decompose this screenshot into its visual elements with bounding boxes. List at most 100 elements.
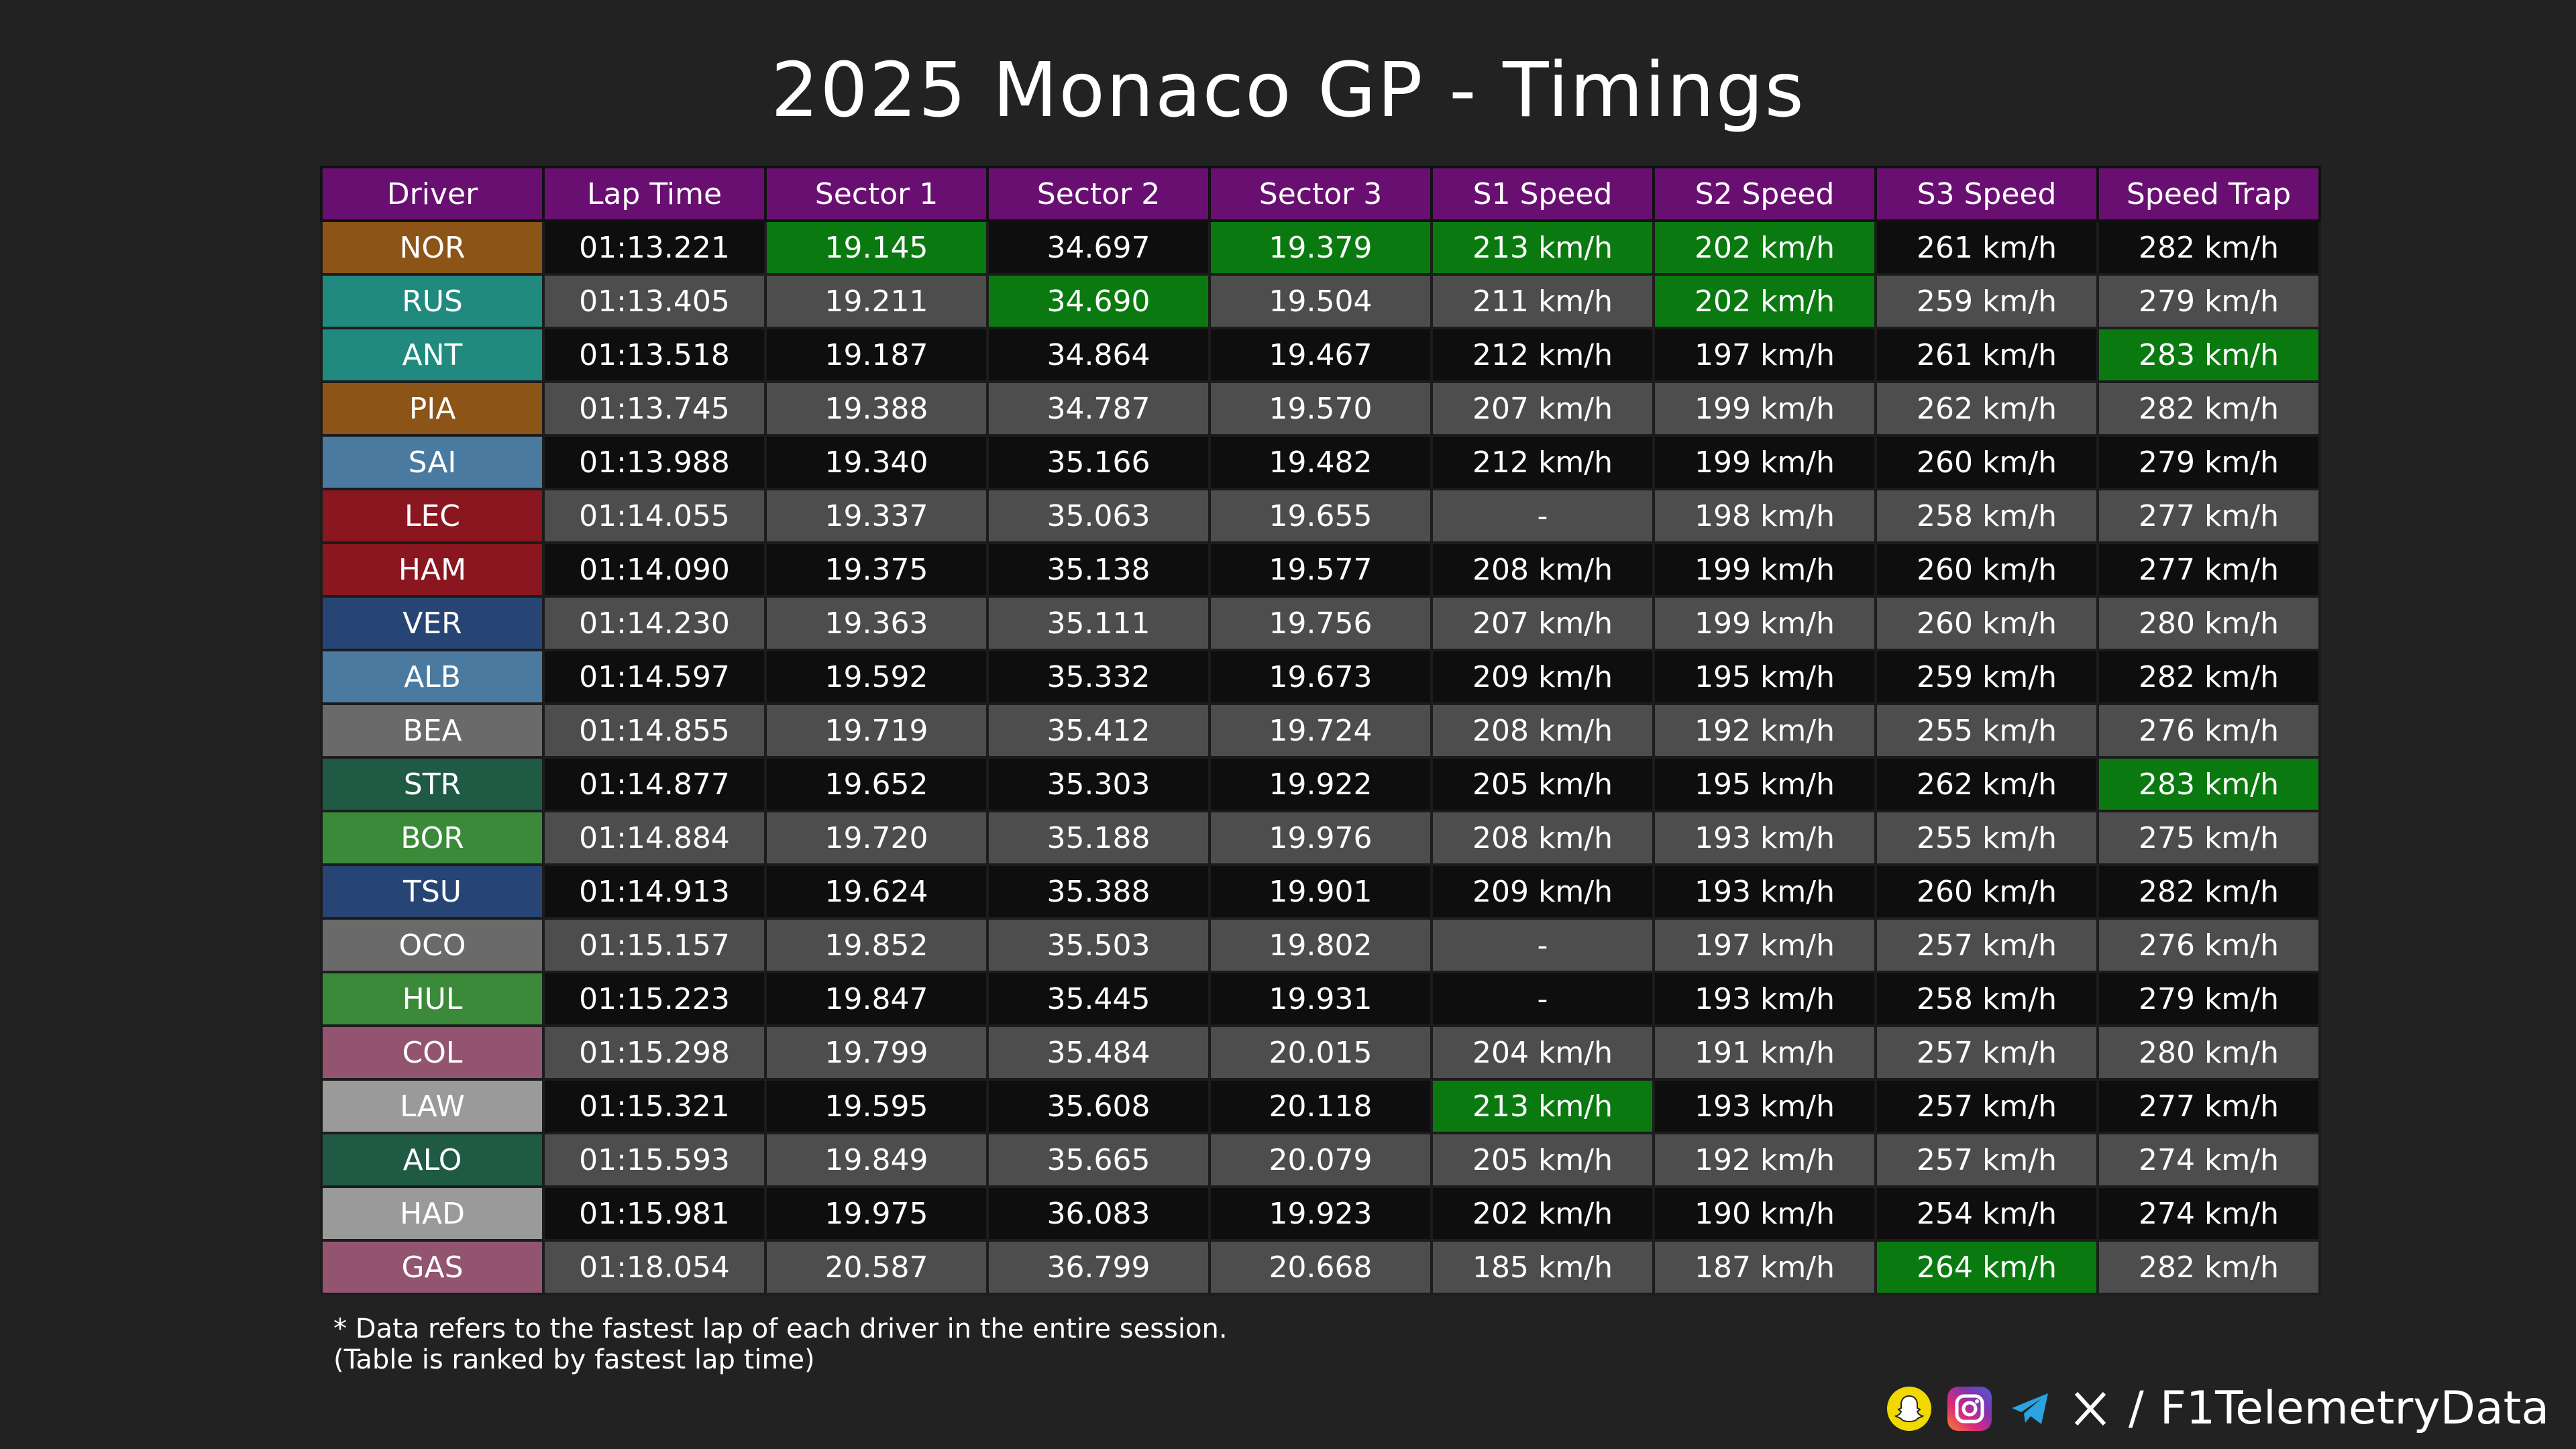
column-header-s1-speed: S1 Speed (1430, 166, 1655, 222)
s3-speed-cell: 257 km/h (1874, 1078, 2099, 1134)
table-row: GAS 01:18.054 20.587 36.799 20.668 185 km/h 18… (320, 1239, 2321, 1295)
sector-1-cell: 19.852 (764, 917, 989, 973)
sector-2-cell: 35.332 (986, 649, 1211, 705)
sector-3-cell: 20.118 (1208, 1078, 1433, 1134)
lap-time-cell: 01:13.221 (542, 219, 767, 276)
table-row: HAD 01:15.981 19.975 36.083 19.923 202 km/h 19… (320, 1185, 2321, 1242)
s1-speed-cell: 208 km/h (1430, 702, 1655, 759)
driver-cell: BEA (320, 702, 545, 759)
s2-speed-cell: 202 km/h (1652, 219, 1877, 276)
sector-2-cell: 35.138 (986, 541, 1211, 598)
sector-3-cell: 19.655 (1208, 488, 1433, 544)
sector-1-cell: 19.799 (764, 1024, 989, 1081)
sector-3-cell: 19.922 (1208, 756, 1433, 812)
s2-speed-cell: 193 km/h (1652, 863, 1877, 920)
driver-cell: NOR (320, 219, 545, 276)
lap-time-cell: 01:13.988 (542, 434, 767, 490)
s1-speed-cell: 209 km/h (1430, 863, 1655, 920)
lap-time-cell: 01:15.981 (542, 1185, 767, 1242)
s2-speed-cell: 192 km/h (1652, 1132, 1877, 1188)
driver-cell: HAD (320, 1185, 545, 1242)
table-row: ALO 01:15.593 19.849 35.665 20.079 205 km/h 19… (320, 1132, 2321, 1188)
table-row: SAI 01:13.988 19.340 35.166 19.482 212 km/h 19… (320, 434, 2321, 490)
speed-trap-cell: 283 km/h (2096, 327, 2321, 383)
footnote-line-2: (Table is ranked by fastest lap time) (333, 1344, 815, 1375)
s2-speed-cell: 199 km/h (1652, 434, 1877, 490)
snapchat-icon[interactable] (1886, 1386, 1931, 1431)
footnote-line-1: * Data refers to the fastest lap of each… (333, 1313, 1228, 1344)
table-row: ANT 01:13.518 19.187 34.864 19.467 212 km/h 19… (320, 327, 2321, 383)
sector-1-cell: 19.340 (764, 434, 989, 490)
s1-speed-cell: - (1430, 488, 1655, 544)
speed-trap-cell: 282 km/h (2096, 219, 2321, 276)
table-row: OCO 01:15.157 19.852 35.503 19.802-197 km/h 2… (320, 917, 2321, 973)
s3-speed-cell: 257 km/h (1874, 1024, 2099, 1081)
table-row: LAW 01:15.321 19.595 35.608 20.118 213 km/h 19… (320, 1078, 2321, 1134)
sector-1-cell: 19.187 (764, 327, 989, 383)
s3-speed-cell: 255 km/h (1874, 810, 2099, 866)
driver-cell: BOR (320, 810, 545, 866)
sector-3-cell: 19.577 (1208, 541, 1433, 598)
page-title: 2025 Monaco GP - Timings (771, 47, 1805, 134)
s1-speed-cell: 212 km/h (1430, 434, 1655, 490)
s3-speed-cell: 258 km/h (1874, 971, 2099, 1027)
driver-cell: TSU (320, 863, 545, 920)
driver-cell: HAM (320, 541, 545, 598)
s3-speed-cell: 257 km/h (1874, 917, 2099, 973)
telegram-icon[interactable] (2008, 1387, 2052, 1431)
column-header-driver: Driver (320, 166, 545, 222)
driver-cell: ANT (320, 327, 545, 383)
lap-time-cell: 01:15.298 (542, 1024, 767, 1081)
s2-speed-cell: 190 km/h (1652, 1185, 1877, 1242)
lap-time-cell: 01:14.877 (542, 756, 767, 812)
s1-speed-cell: 208 km/h (1430, 810, 1655, 866)
table-row: TSU 01:14.913 19.624 35.388 19.901 209 km/h 19… (320, 863, 2321, 920)
social-footer: / F1TelemetryData (1886, 1382, 2549, 1435)
instagram-icon[interactable] (1947, 1386, 1992, 1431)
footer-handle[interactable]: F1TelemetryData (2159, 1382, 2549, 1435)
sector-3-cell: 20.668 (1208, 1239, 1433, 1295)
s2-speed-cell: 193 km/h (1652, 1078, 1877, 1134)
sector-3-cell: 19.482 (1208, 434, 1433, 490)
sector-2-cell: 35.445 (986, 971, 1211, 1027)
column-header-sector-1: Sector 1 (764, 166, 989, 222)
driver-cell: VER (320, 595, 545, 651)
sector-3-cell: 19.570 (1208, 380, 1433, 437)
lap-time-cell: 01:15.593 (542, 1132, 767, 1188)
sector-1-cell: 19.719 (764, 702, 989, 759)
sector-3-cell: 19.901 (1208, 863, 1433, 920)
sector-2-cell: 35.665 (986, 1132, 1211, 1188)
s3-speed-cell: 257 km/h (1874, 1132, 2099, 1188)
sector-1-cell: 19.847 (764, 971, 989, 1027)
table-row: VER 01:14.230 19.363 35.111 19.756 207 km/h 19… (320, 595, 2321, 651)
sector-2-cell: 35.063 (986, 488, 1211, 544)
driver-cell: HUL (320, 971, 545, 1027)
speed-trap-cell: 279 km/h (2096, 273, 2321, 329)
s2-speed-cell: 192 km/h (1652, 702, 1877, 759)
sector-1-cell: 19.375 (764, 541, 989, 598)
sector-2-cell: 36.083 (986, 1185, 1211, 1242)
s1-speed-cell: 185 km/h (1430, 1239, 1655, 1295)
speed-trap-cell: 274 km/h (2096, 1132, 2321, 1188)
speed-trap-cell: 277 km/h (2096, 488, 2321, 544)
column-header-s3-speed: S3 Speed (1874, 166, 2099, 222)
sector-1-cell: 19.595 (764, 1078, 989, 1134)
driver-cell: GAS (320, 1239, 545, 1295)
table-row: RUS 01:13.405 19.211 34.690 19.504 211 km/h 20… (320, 273, 2321, 329)
x-icon[interactable] (2068, 1387, 2112, 1431)
s3-speed-cell: 260 km/h (1874, 434, 2099, 490)
s2-speed-cell: 199 km/h (1652, 595, 1877, 651)
sector-1-cell: 19.388 (764, 380, 989, 437)
sector-3-cell: 19.802 (1208, 917, 1433, 973)
driver-cell: ALB (320, 649, 545, 705)
table-header-row: Driver Lap Time Sector 1 Sector 2 Sector… (320, 166, 2321, 222)
speed-trap-cell: 277 km/h (2096, 541, 2321, 598)
sector-3-cell: 19.976 (1208, 810, 1433, 866)
table-row: BEA 01:14.855 19.719 35.412 19.724 208 km/h 19… (320, 702, 2321, 759)
s3-speed-cell: 258 km/h (1874, 488, 2099, 544)
sector-1-cell: 19.720 (764, 810, 989, 866)
sector-1-cell: 20.587 (764, 1239, 989, 1295)
s3-speed-cell: 254 km/h (1874, 1185, 2099, 1242)
table-row: HUL 01:15.223 19.847 35.445 19.931-193 km/h 2… (320, 971, 2321, 1027)
s3-speed-cell: 262 km/h (1874, 756, 2099, 812)
